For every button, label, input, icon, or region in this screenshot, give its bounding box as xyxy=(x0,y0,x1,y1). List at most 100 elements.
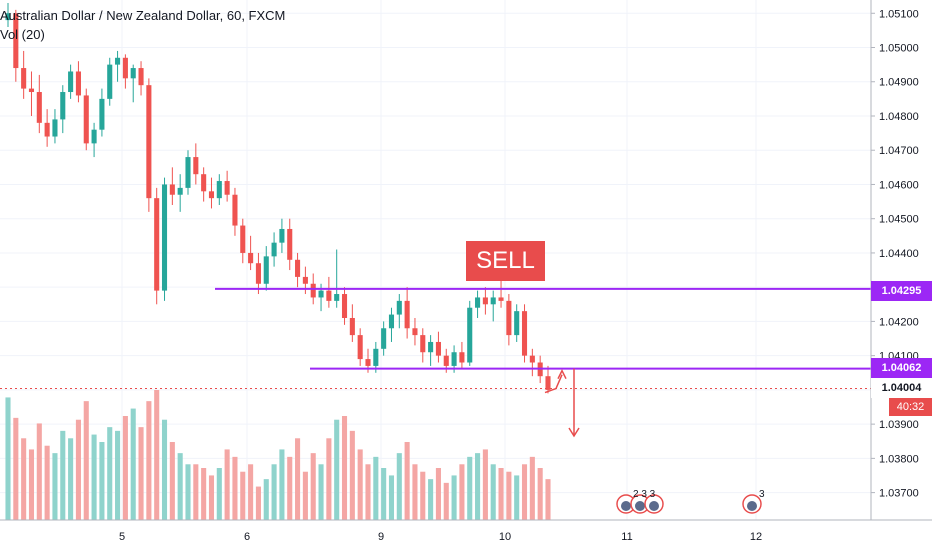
candle-body xyxy=(287,228,293,260)
time-tick-label: 12 xyxy=(750,531,762,543)
price-axis[interactable]: 1.05100 1.05000 1.04900 1.04800 1.04700 1.046… xyxy=(870,0,919,520)
volume-bar xyxy=(91,434,97,520)
volume-bar xyxy=(255,486,261,520)
candle-body xyxy=(185,157,191,188)
economic-event-icon[interactable] xyxy=(615,492,639,514)
time-tick-label: 10 xyxy=(499,531,511,543)
candle-body xyxy=(177,187,183,195)
volume-bar xyxy=(36,423,42,520)
volume-bar xyxy=(404,442,410,520)
candle-body xyxy=(326,290,332,301)
volume-bar xyxy=(52,453,58,520)
volume-bar xyxy=(279,449,285,520)
volume-bar xyxy=(443,482,449,520)
volume-bar xyxy=(248,464,254,520)
volume-bar xyxy=(240,471,246,520)
candle-body xyxy=(521,311,528,356)
candle-body xyxy=(420,335,426,353)
volume-bar xyxy=(263,479,269,520)
candle-body xyxy=(28,88,35,93)
volume-bars xyxy=(5,390,551,520)
candle-body xyxy=(388,314,395,329)
volume-bar xyxy=(467,456,473,520)
price-tick-label: 1.04500 xyxy=(879,214,919,226)
volume-bar xyxy=(161,419,168,520)
candle-body xyxy=(514,311,520,336)
price-tick-label: 1.03700 xyxy=(879,488,919,500)
volume-bar xyxy=(177,453,183,520)
volume-bar xyxy=(60,430,66,520)
candle-body xyxy=(357,335,363,360)
candle-body xyxy=(467,307,473,363)
forecast-path-arrow xyxy=(544,374,563,394)
last-price-tag: 1.04004 xyxy=(871,378,932,398)
time-tick-label: 9 xyxy=(378,531,384,543)
volume-bar xyxy=(208,475,215,520)
time-axis[interactable]: 5 6 9 10 11 12 xyxy=(0,519,932,543)
volume-bar xyxy=(21,438,27,520)
candle-body xyxy=(263,256,269,284)
candle-body xyxy=(83,95,89,144)
volume-bar xyxy=(435,468,441,520)
volume-bar xyxy=(138,427,144,520)
candle-body xyxy=(506,300,512,336)
candle-body xyxy=(169,184,175,195)
candle-body xyxy=(318,290,324,298)
candle-body xyxy=(91,129,97,144)
volume-bar xyxy=(83,401,89,520)
candle-body xyxy=(404,300,410,329)
candle-body xyxy=(334,294,340,301)
candle-body xyxy=(208,191,215,199)
volume-bar xyxy=(287,456,293,520)
volume-bar xyxy=(130,408,136,520)
economic-event-icon[interactable] xyxy=(643,492,667,514)
candle-body xyxy=(295,259,301,277)
candle-body xyxy=(122,57,128,79)
price-tick-label: 1.05100 xyxy=(879,8,919,20)
volume-bar xyxy=(232,456,238,520)
candle-body xyxy=(443,355,449,366)
volume-bar xyxy=(13,417,19,520)
candle-body xyxy=(44,122,50,137)
volume-bar xyxy=(185,464,191,520)
volume-indicator-label[interactable]: Vol (20) xyxy=(0,27,45,42)
candle-body xyxy=(498,297,504,301)
volume-bar xyxy=(482,449,488,520)
economic-event-icon[interactable] xyxy=(741,492,765,514)
volume-bar xyxy=(99,442,105,520)
price-tick-label: 1.04400 xyxy=(879,248,919,260)
time-tick-label: 5 xyxy=(119,531,125,543)
volume-bar xyxy=(201,468,207,520)
candle-body xyxy=(146,85,152,199)
candle-body xyxy=(232,194,238,226)
price-tick-label: 1.03900 xyxy=(879,419,919,431)
candle-body xyxy=(349,317,355,336)
volume-bar xyxy=(365,464,371,520)
candle-body xyxy=(396,300,402,315)
candle-body xyxy=(435,341,441,356)
volume-bar xyxy=(529,456,535,520)
price-tick-label: 1.03800 xyxy=(879,453,919,465)
volume-bar xyxy=(5,397,11,520)
candle-body xyxy=(490,297,496,305)
candle-body xyxy=(75,71,81,96)
candle-body xyxy=(545,376,551,390)
candle-body xyxy=(13,13,19,69)
symbol-title[interactable]: Australian Dollar / New Zealand Dollar, … xyxy=(0,8,286,23)
price-tick-label: 1.04200 xyxy=(879,316,919,328)
support-price-tag: 1.04062 xyxy=(871,358,932,378)
volume-bar xyxy=(107,427,113,520)
candle-body xyxy=(412,328,418,336)
volume-bar xyxy=(146,401,152,520)
volume-bar xyxy=(122,416,128,520)
candle-body xyxy=(216,181,222,199)
volume-bar xyxy=(490,464,496,520)
candle-body xyxy=(248,252,254,264)
volume-bar xyxy=(545,479,551,520)
price-tick-label: 1.04600 xyxy=(879,179,919,191)
candle-body xyxy=(529,355,535,363)
event-count-label: 3 xyxy=(759,489,765,500)
candle-body xyxy=(60,92,66,120)
candlesticks xyxy=(5,3,551,394)
